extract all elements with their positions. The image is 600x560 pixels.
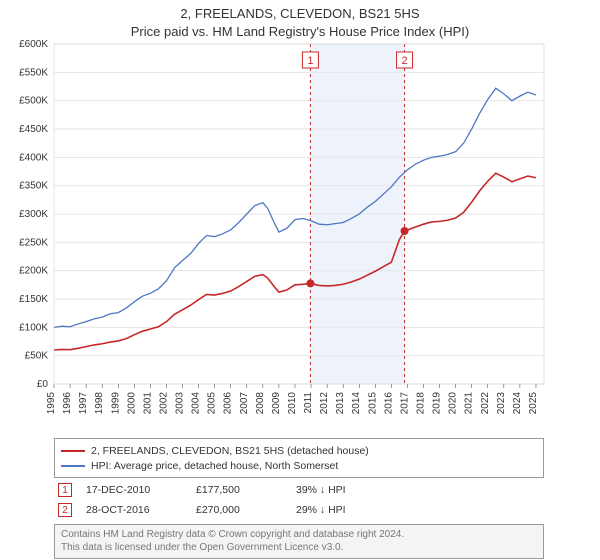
svg-text:2023: 2023 (496, 392, 507, 415)
svg-text:£50K: £50K (25, 351, 49, 362)
legend-label: HPI: Average price, detached house, Nort… (91, 460, 338, 472)
svg-text:£600K: £600K (19, 39, 48, 50)
license-line: Contains HM Land Registry data © Crown c… (61, 529, 537, 542)
svg-text:£200K: £200K (19, 266, 48, 277)
svg-text:1999: 1999 (110, 392, 121, 415)
legend-item: HPI: Average price, detached house, Nort… (61, 458, 537, 473)
svg-text:£500K: £500K (19, 96, 48, 107)
svg-text:2000: 2000 (126, 392, 137, 415)
legend-swatch (61, 450, 85, 452)
svg-text:2007: 2007 (239, 392, 250, 415)
license-text: Contains HM Land Registry data © Crown c… (54, 524, 544, 559)
svg-text:2024: 2024 (512, 392, 523, 415)
svg-text:2004: 2004 (191, 392, 202, 415)
svg-text:2005: 2005 (207, 392, 218, 415)
sale-vs-hpi: 29% ↓ HPI (296, 504, 346, 516)
svg-text:£450K: £450K (19, 124, 48, 135)
legend-label: 2, FREELANDS, CLEVEDON, BS21 5HS (detach… (91, 445, 369, 457)
legend-swatch (61, 465, 85, 467)
svg-text:2021: 2021 (464, 392, 475, 415)
svg-text:2003: 2003 (175, 392, 186, 415)
sale-date: 17-DEC-2010 (86, 484, 196, 496)
sales-info: 1 17-DEC-2010 £177,500 39% ↓ HPI 2 28-OC… (54, 478, 544, 522)
svg-text:2017: 2017 (399, 392, 410, 415)
svg-text:2006: 2006 (223, 392, 234, 415)
svg-text:1995: 1995 (46, 392, 57, 415)
svg-text:2008: 2008 (255, 392, 266, 415)
svg-text:2019: 2019 (432, 392, 443, 415)
svg-text:£300K: £300K (19, 209, 48, 220)
svg-text:2001: 2001 (142, 392, 153, 415)
svg-text:2025: 2025 (528, 392, 539, 415)
svg-text:£550K: £550K (19, 67, 48, 78)
sale-vs-hpi: 39% ↓ HPI (296, 484, 346, 496)
svg-text:2014: 2014 (351, 392, 362, 415)
svg-text:£150K: £150K (19, 294, 48, 305)
legend-item: 2, FREELANDS, CLEVEDON, BS21 5HS (detach… (61, 443, 537, 458)
svg-text:2020: 2020 (448, 392, 459, 415)
svg-text:2011: 2011 (303, 392, 314, 414)
svg-text:£400K: £400K (19, 152, 48, 163)
svg-text:1: 1 (307, 55, 313, 67)
svg-text:2015: 2015 (367, 392, 378, 415)
sale-price: £270,000 (196, 504, 296, 516)
legend: 2, FREELANDS, CLEVEDON, BS21 5HS (detach… (54, 438, 544, 478)
sale-date: 28-OCT-2016 (86, 504, 196, 516)
svg-text:1996: 1996 (62, 392, 73, 415)
svg-text:£0: £0 (37, 379, 49, 390)
svg-text:2009: 2009 (271, 392, 282, 415)
svg-text:2002: 2002 (158, 392, 169, 415)
svg-text:£100K: £100K (19, 322, 48, 333)
svg-text:2012: 2012 (319, 392, 330, 415)
svg-text:2018: 2018 (416, 392, 427, 415)
svg-text:1998: 1998 (94, 392, 105, 415)
sale-marker-icon: 1 (58, 483, 72, 497)
sale-price: £177,500 (196, 484, 296, 496)
sale-row: 2 28-OCT-2016 £270,000 29% ↓ HPI (58, 500, 544, 520)
license-line: This data is licensed under the Open Gov… (61, 542, 537, 555)
svg-text:2: 2 (401, 55, 407, 67)
svg-text:2010: 2010 (287, 392, 298, 415)
svg-text:£350K: £350K (19, 181, 48, 192)
svg-text:2022: 2022 (480, 392, 491, 415)
svg-text:2016: 2016 (383, 392, 394, 415)
sale-marker-icon: 2 (58, 503, 72, 517)
svg-text:2013: 2013 (335, 392, 346, 415)
svg-text:£250K: £250K (19, 237, 48, 248)
sale-row: 1 17-DEC-2010 £177,500 39% ↓ HPI (58, 480, 544, 500)
svg-text:1997: 1997 (78, 392, 89, 415)
